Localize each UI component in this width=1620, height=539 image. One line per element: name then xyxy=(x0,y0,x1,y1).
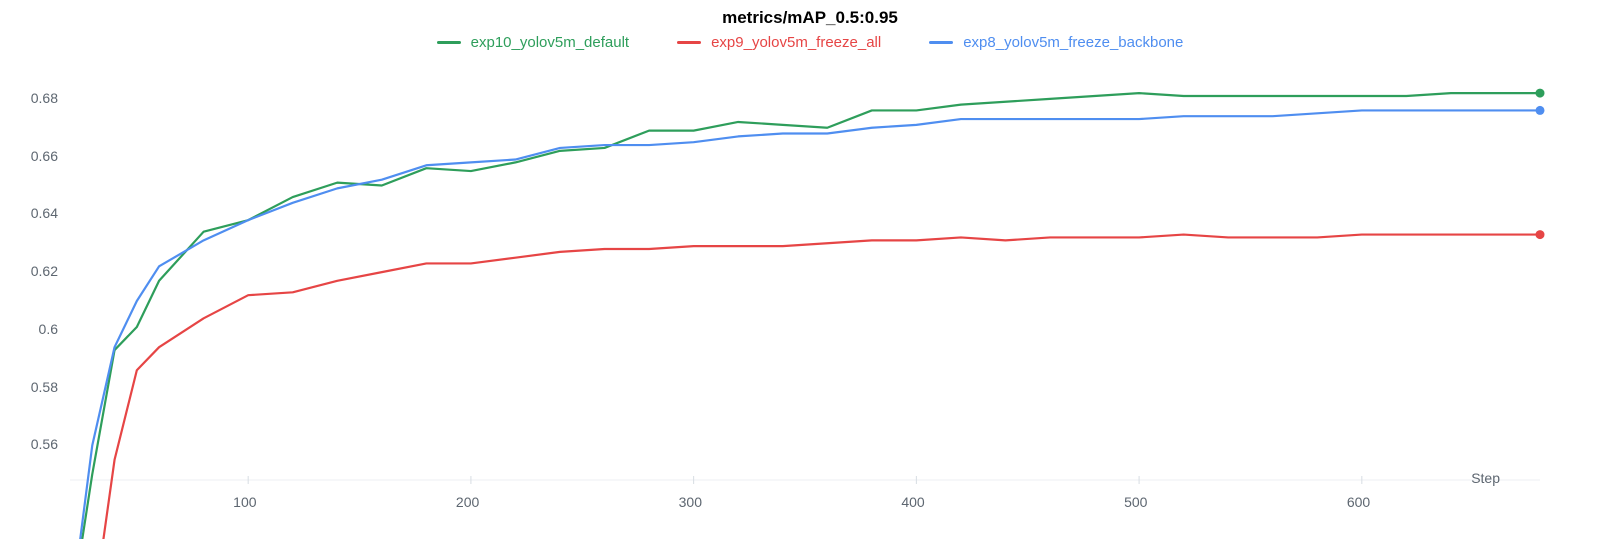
x-tick-label: 200 xyxy=(456,494,479,510)
x-tick-label: 500 xyxy=(1124,494,1147,510)
x-tick-label: 400 xyxy=(901,494,924,510)
y-tick-label: 0.6 xyxy=(39,321,58,337)
x-tick-label: 600 xyxy=(1347,494,1370,510)
x-tick-label: 300 xyxy=(679,494,702,510)
y-tick-label: 0.58 xyxy=(31,379,58,395)
x-axis-title: Step xyxy=(1471,470,1500,486)
y-tick-label: 0.68 xyxy=(31,90,58,106)
y-tick-label: 0.66 xyxy=(31,148,58,164)
y-tick-label: 0.64 xyxy=(31,205,58,221)
y-tick-label: 0.62 xyxy=(31,263,58,279)
chart-container: metrics/mAP_0.5:0.95 exp10_yolov5m_defau… xyxy=(0,0,1620,539)
x-tick-label: 100 xyxy=(233,494,256,510)
plot-area xyxy=(0,0,1620,539)
y-tick-label: 0.56 xyxy=(31,436,58,452)
